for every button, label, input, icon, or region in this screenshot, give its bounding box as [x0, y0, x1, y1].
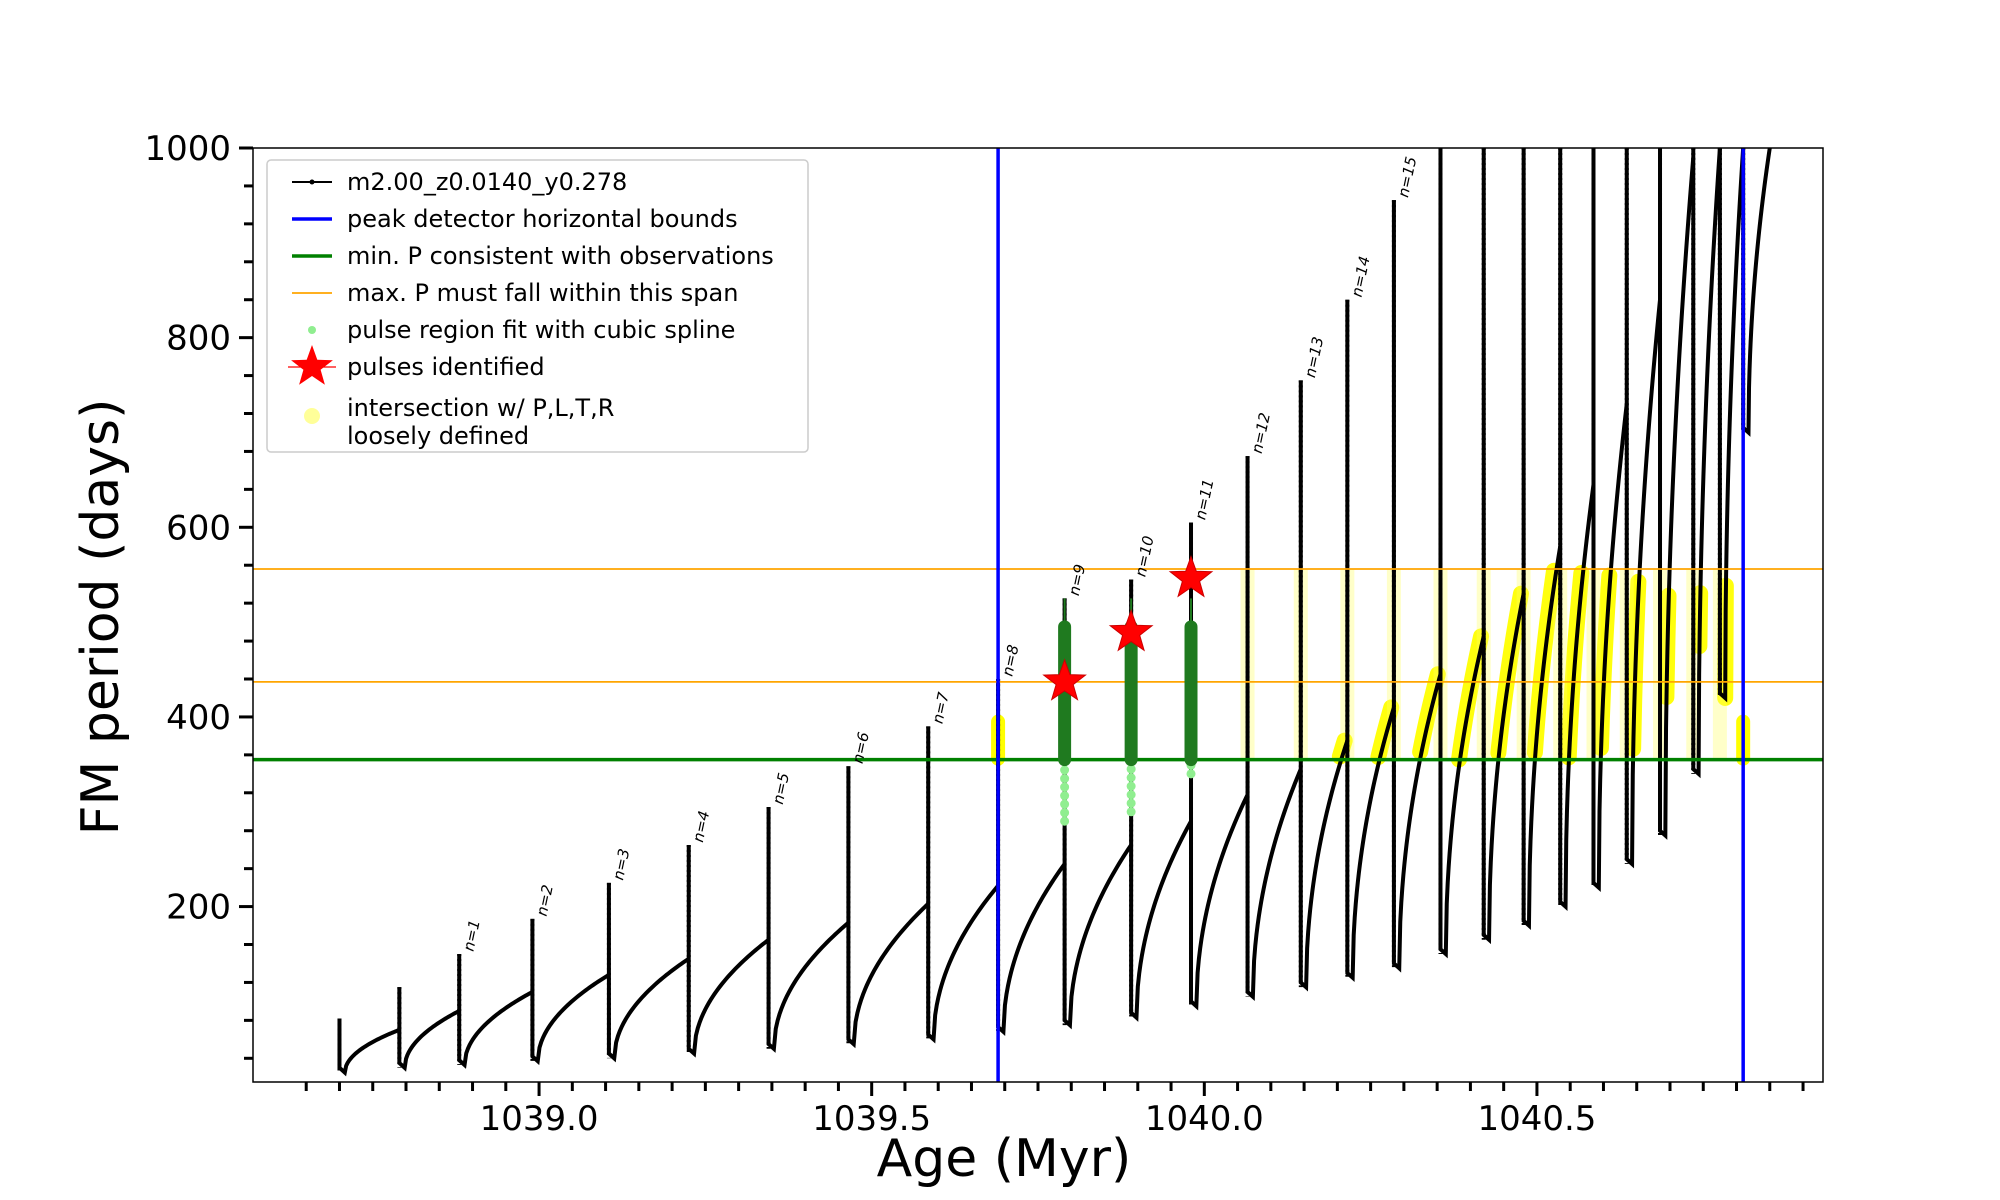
model-track-segment: [337, 1018, 401, 1077]
legend-item: max. P must fall within this span: [292, 279, 738, 307]
legend-label: intersection w/ P,L,T,R: [347, 394, 614, 422]
identified-pulse-star: [1042, 658, 1087, 701]
y-tick-label: 1000: [144, 129, 231, 169]
y-axis: 200 400 600 800 1000: [144, 129, 253, 1060]
legend-marker: [309, 179, 315, 185]
legend-label: loosely defined: [347, 422, 529, 450]
model-track-segment: [1438, 148, 1486, 959]
pulse-number-label: n=14: [1348, 255, 1374, 299]
legend-item: pulses identified: [288, 345, 545, 385]
model-track-segment: [1062, 598, 1133, 1030]
model-track-segment: [1481, 148, 1526, 945]
model-track-segment: [846, 766, 930, 1049]
x-tick-label: 1039.5: [812, 1099, 931, 1139]
pulse-number-label: n=9: [1065, 563, 1089, 598]
legend-item: m2.00_z0.0140_y0.278: [292, 168, 627, 196]
pulse-number-label: n=1: [460, 918, 484, 953]
spline-fit-point: [1060, 774, 1070, 784]
legend-label: min. P consistent with observations: [347, 242, 774, 270]
spline-fit-point: [1126, 798, 1136, 808]
pulse-number-label: n=5: [769, 771, 793, 806]
spline-fit-point: [1126, 764, 1136, 774]
model-track-segment: [606, 882, 690, 1063]
identified-pulse-star: [1108, 609, 1154, 652]
pulse-number-label: n=8: [998, 643, 1022, 678]
y-tick-label: 800: [166, 319, 231, 359]
y-tick-label: 200: [166, 888, 231, 928]
legend-circle-swatch: [304, 408, 320, 424]
x-axis: 1039.0 1039.5 1040.0 1040.5: [304, 1082, 1805, 1139]
plot-content: [253, 148, 1823, 1082]
legend-star-swatch: [291, 345, 333, 385]
spline-fit-point: [1126, 807, 1136, 817]
legend-label: peak detector horizontal bounds: [347, 205, 738, 233]
model-track-segment: [996, 679, 1067, 1036]
legend-label: m2.00_z0.0140_y0.278: [347, 168, 627, 196]
pulse-number-label: n=2: [533, 883, 557, 918]
x-tick-label: 1040.5: [1477, 1099, 1596, 1139]
model-track-segment: [1298, 380, 1350, 992]
spline-fit-point: [1060, 799, 1070, 809]
legend-label: pulses identified: [347, 353, 545, 381]
legend-item: min. P consistent with observations: [292, 242, 774, 270]
model-track-segment: [1558, 148, 1596, 911]
pulse-number-label: n=7: [929, 690, 953, 725]
y-tick-label: 400: [166, 698, 231, 738]
legend-label: pulse region fit with cubic spline: [347, 316, 735, 344]
pulse-number-label: n=11: [1191, 477, 1217, 521]
model-track-segment: [530, 918, 610, 1066]
model-track-segment: [1624, 148, 1663, 869]
spline-fit-point: [1060, 765, 1070, 775]
pulse-number-label: n=3: [609, 847, 633, 882]
pulse-number-label: n=10: [1131, 534, 1157, 578]
model-track-segment: [1129, 579, 1193, 1022]
model-track-segment: [1345, 299, 1396, 983]
spline-fit-point: [1126, 781, 1136, 791]
model-track-segment: [397, 987, 461, 1072]
model-track-segment: [1717, 148, 1746, 703]
model-track-segment: [1189, 522, 1250, 1011]
x-tick-label: 1039.0: [480, 1099, 599, 1139]
model-track-segment: [457, 953, 534, 1069]
y-axis-label: FM period (days): [71, 399, 131, 836]
model-track-segment: [1521, 148, 1563, 930]
model-track-segment: [1391, 200, 1443, 973]
x-tick-label: 1040.0: [1145, 1099, 1264, 1139]
model-track-segment: [1591, 148, 1629, 893]
identified-pulse-star: [1168, 555, 1214, 598]
spline-fit-point: [1186, 769, 1196, 779]
pulse-number-label: n=13: [1301, 335, 1327, 379]
spline-fit-point: [1126, 790, 1136, 800]
spline-fit-point: [1060, 791, 1070, 801]
spline-fit-point: [1060, 782, 1070, 792]
legend-item: peak detector horizontal bounds: [292, 205, 738, 233]
spline-fit-point: [1126, 773, 1136, 783]
pulse-number-label: n=15: [1394, 155, 1420, 199]
spline-fit-point: [1060, 808, 1070, 818]
pulse-number-label: n=4: [689, 809, 713, 844]
spline-fit-point: [1060, 816, 1070, 826]
legend-box: [266, 159, 809, 453]
model-track-segment: [926, 726, 1000, 1044]
y-tick-label: 600: [166, 508, 231, 548]
pulse-number-label: n=12: [1248, 411, 1274, 455]
model-track-segment: [1741, 148, 1772, 437]
intersection-arc: [1331, 732, 1353, 765]
model-track-segment: [766, 807, 850, 1053]
legend-label: max. P must fall within this span: [347, 279, 738, 307]
model-track-segment: [1658, 148, 1696, 840]
legend-dot-swatch: [308, 326, 316, 334]
legend-item: pulse region fit with cubic spline: [308, 316, 735, 344]
x-axis-label: Age (Myr): [877, 1129, 1132, 1189]
model-track-segment: [1691, 148, 1722, 779]
model-track-segment: [1245, 456, 1303, 1001]
model-track-segment: [686, 844, 770, 1058]
